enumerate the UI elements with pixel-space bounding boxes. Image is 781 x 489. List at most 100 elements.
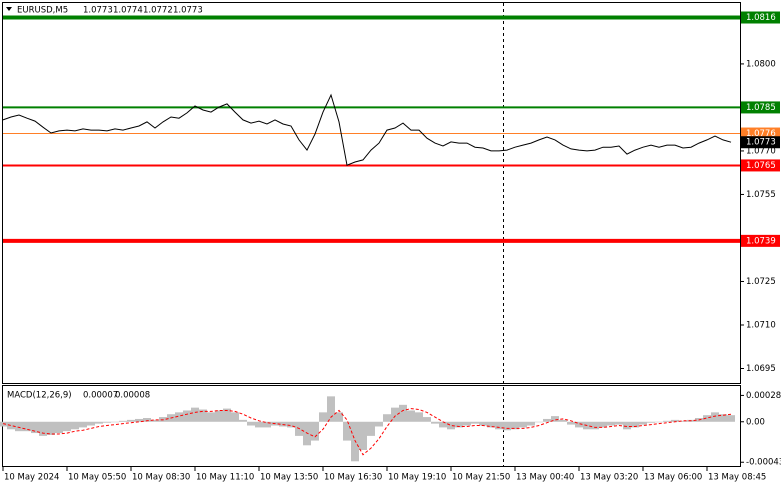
- level-tag-label: 1.0776: [746, 129, 776, 139]
- signal-line: [2, 408, 732, 456]
- macd-bar: [255, 421, 263, 428]
- macd-bar: [463, 421, 471, 426]
- macd-bar: [79, 421, 87, 428]
- macd-bar: [503, 421, 511, 431]
- macd-bar: [87, 421, 95, 426]
- level-tag-label: 1.0765: [746, 161, 776, 171]
- x-tick-label: 13 May 06:00: [644, 473, 702, 483]
- quote-high: 1.0774: [113, 6, 143, 16]
- macd-bar: [31, 421, 39, 434]
- macd-bar: [263, 421, 271, 428]
- y-tick-label: 0.00: [746, 417, 765, 427]
- macd-bar: [343, 421, 351, 441]
- y-tick-label: -0.00043: [746, 458, 781, 468]
- macd-bar: [95, 421, 103, 424]
- macd-bar: [47, 421, 55, 435]
- quote-low: 1.0772: [143, 6, 173, 16]
- macd-bar: [399, 404, 407, 422]
- macd-bar: [511, 421, 519, 430]
- symbol-title: EURUSD,M5: [17, 6, 68, 16]
- macd-bar: [151, 419, 159, 422]
- x-tick-label: 13 May 00:40: [516, 473, 574, 483]
- macd-bar: [175, 412, 183, 422]
- macd-bar: [215, 410, 223, 422]
- level-tag: [741, 11, 780, 24]
- price-tag-label: 1.0773: [746, 138, 776, 148]
- level-tag: [741, 101, 780, 114]
- macd-bar: [127, 419, 135, 422]
- macd-bar: [639, 421, 647, 425]
- macd-bar: [359, 421, 367, 450]
- macd-bar: [671, 419, 679, 422]
- macd-value: 0.00007: [83, 391, 118, 401]
- macd-bar: [327, 396, 335, 422]
- macd-bar: [223, 408, 231, 422]
- x-tick-label: 10 May 08:30: [132, 473, 190, 483]
- macd-bar: [551, 416, 559, 422]
- macd-bar: [55, 421, 63, 434]
- macd-bar: [103, 421, 111, 423]
- y-tick-label: 1.0800: [746, 59, 776, 69]
- quote-close: 1.0773: [173, 6, 203, 16]
- macd-bar: [111, 421, 119, 423]
- macd-bar: [711, 412, 719, 422]
- x-tick-label: 10 May 16:30: [324, 473, 382, 483]
- level-tag-label: 1.0739: [746, 236, 776, 246]
- signal-value: 0.00008: [115, 391, 150, 401]
- menu-icon[interactable]: [6, 7, 12, 11]
- macd-bar: [311, 421, 319, 441]
- plot: [0, 15, 740, 462]
- x-tick-label: 10 May 19:10: [388, 473, 446, 483]
- y-tick-label: 1.0770: [746, 146, 776, 156]
- y-tick-label: 1.0725: [746, 277, 776, 287]
- macd-bar: [431, 421, 439, 424]
- macd-bar: [23, 421, 31, 432]
- macd-bar: [423, 417, 431, 422]
- level-tag-label: 1.0816: [746, 13, 776, 23]
- macd-bar: [479, 421, 487, 426]
- macd-bar: [247, 421, 255, 426]
- macd-bar: [199, 409, 207, 422]
- macd-bar: [143, 418, 151, 422]
- macd-bar: [319, 412, 327, 422]
- macd-bar: [575, 421, 583, 428]
- macd-bar: [631, 421, 639, 428]
- macd-bar: [239, 419, 247, 422]
- macd-bar: [183, 410, 191, 422]
- macd-bar: [391, 407, 399, 422]
- macd-bar: [543, 418, 551, 422]
- macd-bar: [439, 421, 447, 428]
- macd-bar: [607, 421, 615, 426]
- macd-title: MACD(12,26,9): [7, 391, 72, 401]
- price-line: [2, 93, 732, 166]
- macd-bar: [599, 421, 607, 428]
- level-tag: [741, 159, 780, 172]
- macd-bar: [7, 421, 15, 430]
- y-tick-label: 1.0710: [746, 320, 776, 330]
- macd-bar: [719, 414, 727, 422]
- macd-bar: [559, 419, 567, 422]
- x-tick-label: 10 May 11:10: [196, 473, 254, 483]
- macd-bar: [447, 421, 455, 430]
- x-tick-label: 13 May 03:20: [580, 473, 638, 483]
- macd-bar: [39, 421, 47, 436]
- macd-bar: [727, 415, 735, 422]
- macd-bar: [287, 421, 295, 428]
- quote-open: 1.0773: [83, 6, 113, 16]
- macd-bar: [191, 407, 199, 422]
- macd-bar: [15, 421, 23, 432]
- macd-bar: [591, 421, 599, 430]
- price-panel-frame: [2, 2, 741, 384]
- macd-bar: [679, 420, 687, 422]
- macd-bar: [663, 420, 671, 422]
- macd-bar: [527, 421, 535, 426]
- y-tick-label: 0.00028: [746, 391, 781, 401]
- macd-bar: [119, 420, 127, 422]
- level-tag: [741, 234, 780, 247]
- macd-bar: [367, 421, 375, 436]
- macd-bar: [535, 421, 543, 423]
- macd-bar: [471, 421, 479, 424]
- price-tag: [741, 136, 780, 149]
- macd-bar: [495, 421, 503, 430]
